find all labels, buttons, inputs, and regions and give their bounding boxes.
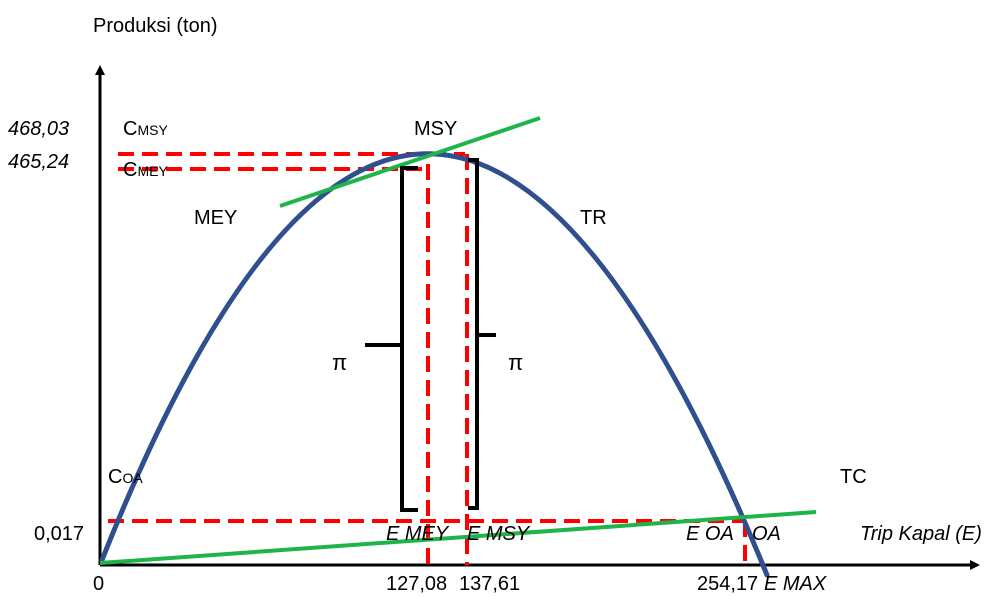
c-oa-label: COA [108, 466, 143, 488]
tc-label: TC [840, 466, 867, 488]
c-mey-label: CMEY [123, 159, 168, 181]
e-msy-label: E MSY [467, 523, 531, 545]
e-mey-label: E MEY [386, 523, 450, 545]
pi-left-brace [365, 166, 418, 512]
y-value-low: 0,017 [34, 523, 84, 545]
x-tick-1: 127,08 [386, 573, 447, 595]
y-value-top: 468,03 [8, 118, 69, 140]
mey-label: MEY [194, 207, 237, 229]
e-oa-label: E OA [686, 523, 734, 545]
y-value-second: 465,24 [8, 151, 69, 173]
x-tick-2: 137,61 [459, 573, 520, 595]
origin-label: 0 [93, 573, 104, 595]
c-msy-label: CMSY [123, 118, 168, 140]
pi-right-label: π [508, 350, 523, 375]
x-axis-title: Trip Kapal (E) [860, 523, 982, 545]
pi-right-brace [468, 158, 496, 510]
pi-left-label: π [332, 350, 347, 375]
guide-lines [108, 152, 747, 565]
y-axis-title: Produksi (ton) [93, 15, 218, 37]
e-max-label: E MAX [764, 573, 827, 595]
msy-label: MSY [414, 118, 457, 140]
oa-label: OA [752, 523, 781, 545]
tc-line [99, 510, 817, 565]
tangent-line [279, 116, 541, 208]
tr-label: TR [580, 207, 607, 229]
x-tick-3: 254,17 [697, 573, 758, 595]
